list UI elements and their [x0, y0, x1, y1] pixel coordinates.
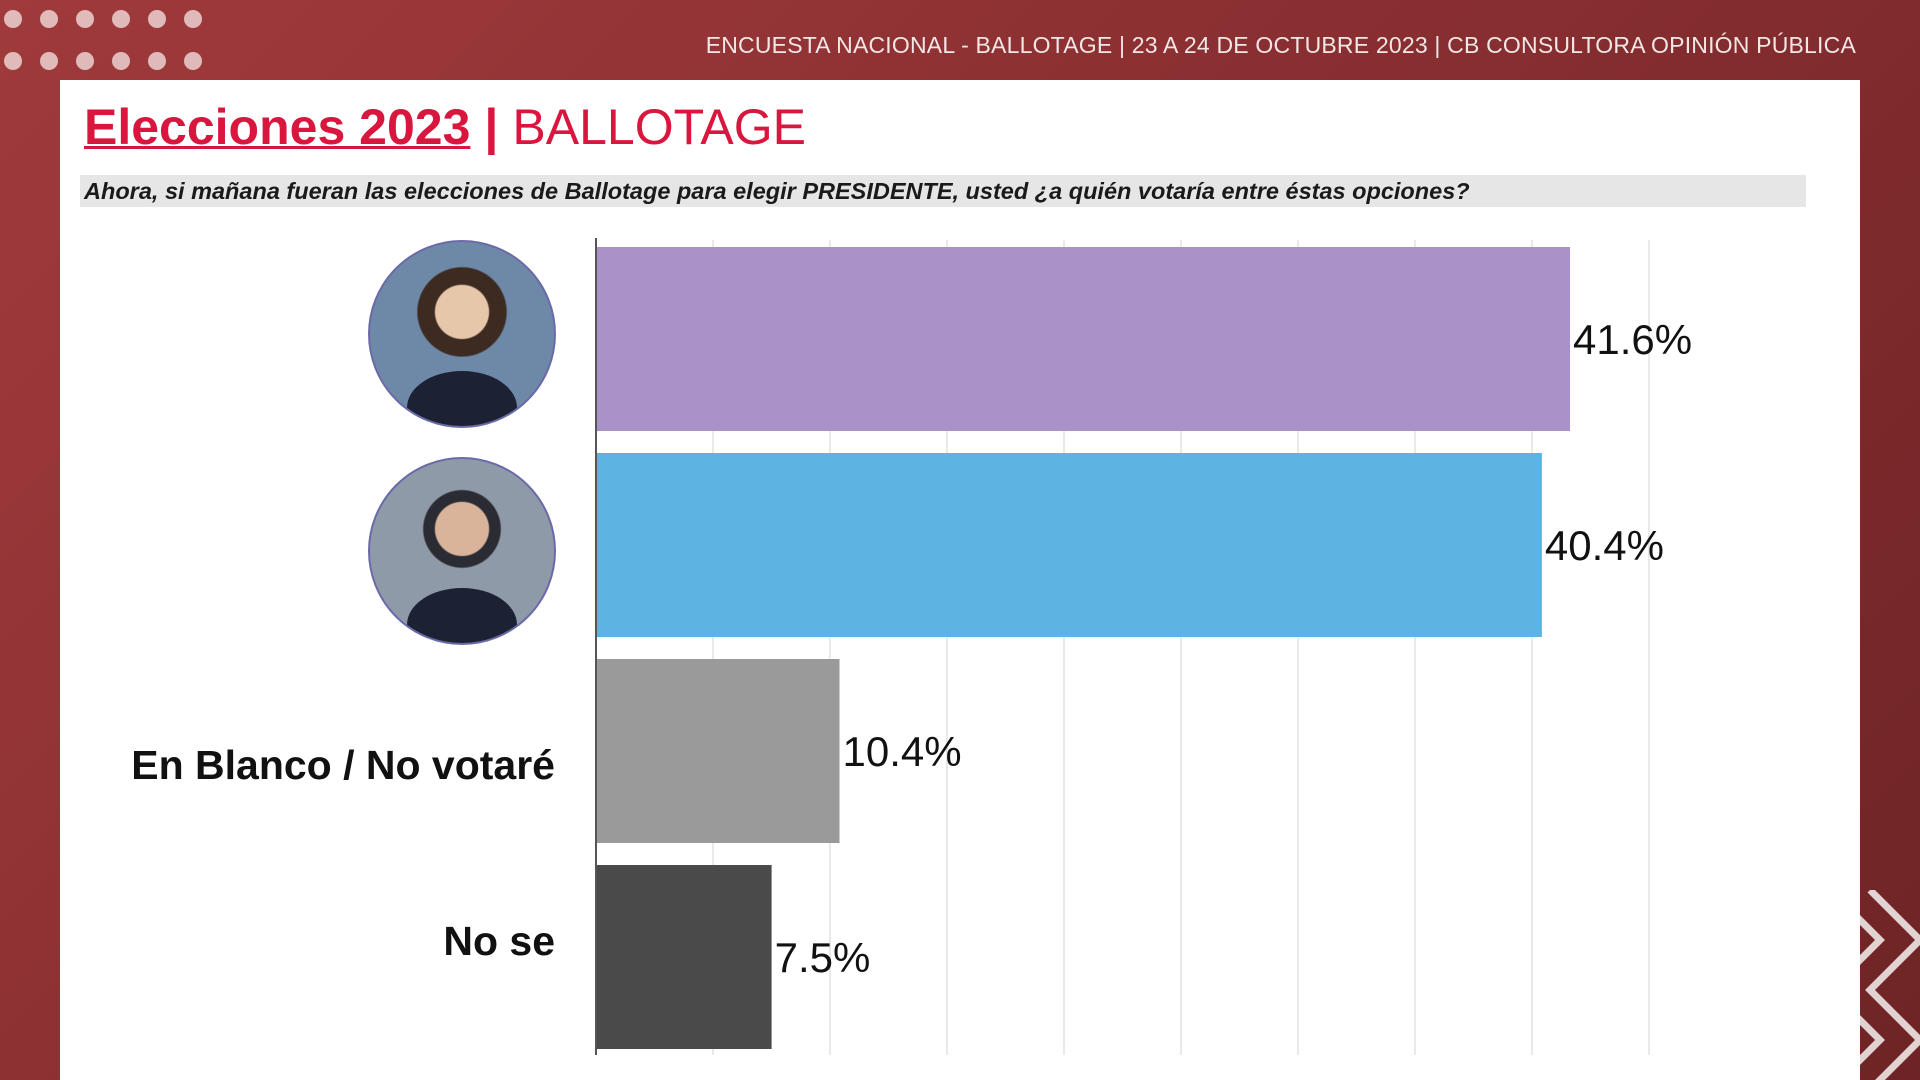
candidate-2-photo	[368, 457, 556, 645]
bar-value-label-1: 40.4%	[1545, 522, 1664, 569]
decorative-chevrons	[1825, 890, 1920, 1080]
bar-value-label-0: 41.6%	[1573, 316, 1692, 363]
chart-card: Elecciones 2023 | BALLOTAGE Ahora, si maña…	[60, 80, 1860, 1080]
category-label-blank: En Blanco / No votaré	[131, 742, 555, 788]
bar-value-label-3: 7.5%	[775, 934, 871, 981]
bar-0	[596, 247, 1570, 431]
bar-1	[596, 453, 1542, 637]
title-main: Elecciones 2023	[84, 99, 471, 155]
page-title: Elecciones 2023 | BALLOTAGE	[84, 98, 806, 156]
bar-chart: 41.6% 40.4% 10.4% 7.5%	[595, 238, 1692, 1055]
bar-value-label-2: 10.4%	[843, 728, 962, 775]
bar-3	[596, 865, 772, 1049]
survey-question: Ahora, si mañana fueran las elecciones d…	[80, 175, 1806, 207]
survey-header: ENCUESTA NACIONAL - BALLOTAGE | 23 A 24 …	[705, 32, 1856, 58]
candidate-1-photo	[368, 240, 556, 428]
bar-2	[596, 659, 840, 843]
category-label-no-se: No se	[443, 918, 555, 964]
decorative-dots	[4, 10, 214, 80]
title-sub: BALLOTAGE	[512, 99, 807, 155]
title-separator: |	[484, 99, 499, 155]
